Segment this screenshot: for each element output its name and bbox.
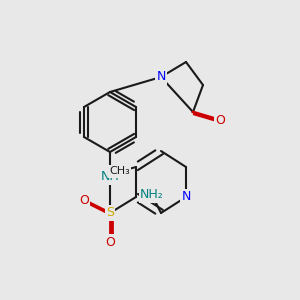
Text: O: O bbox=[215, 113, 225, 127]
Text: N: N bbox=[156, 70, 166, 83]
Text: S: S bbox=[106, 206, 114, 220]
Text: CH₃: CH₃ bbox=[109, 167, 130, 176]
Text: N: N bbox=[181, 190, 191, 203]
Text: O: O bbox=[79, 194, 89, 206]
Text: O: O bbox=[105, 236, 115, 248]
Text: NH: NH bbox=[100, 170, 119, 184]
Text: NH₂: NH₂ bbox=[140, 188, 164, 202]
